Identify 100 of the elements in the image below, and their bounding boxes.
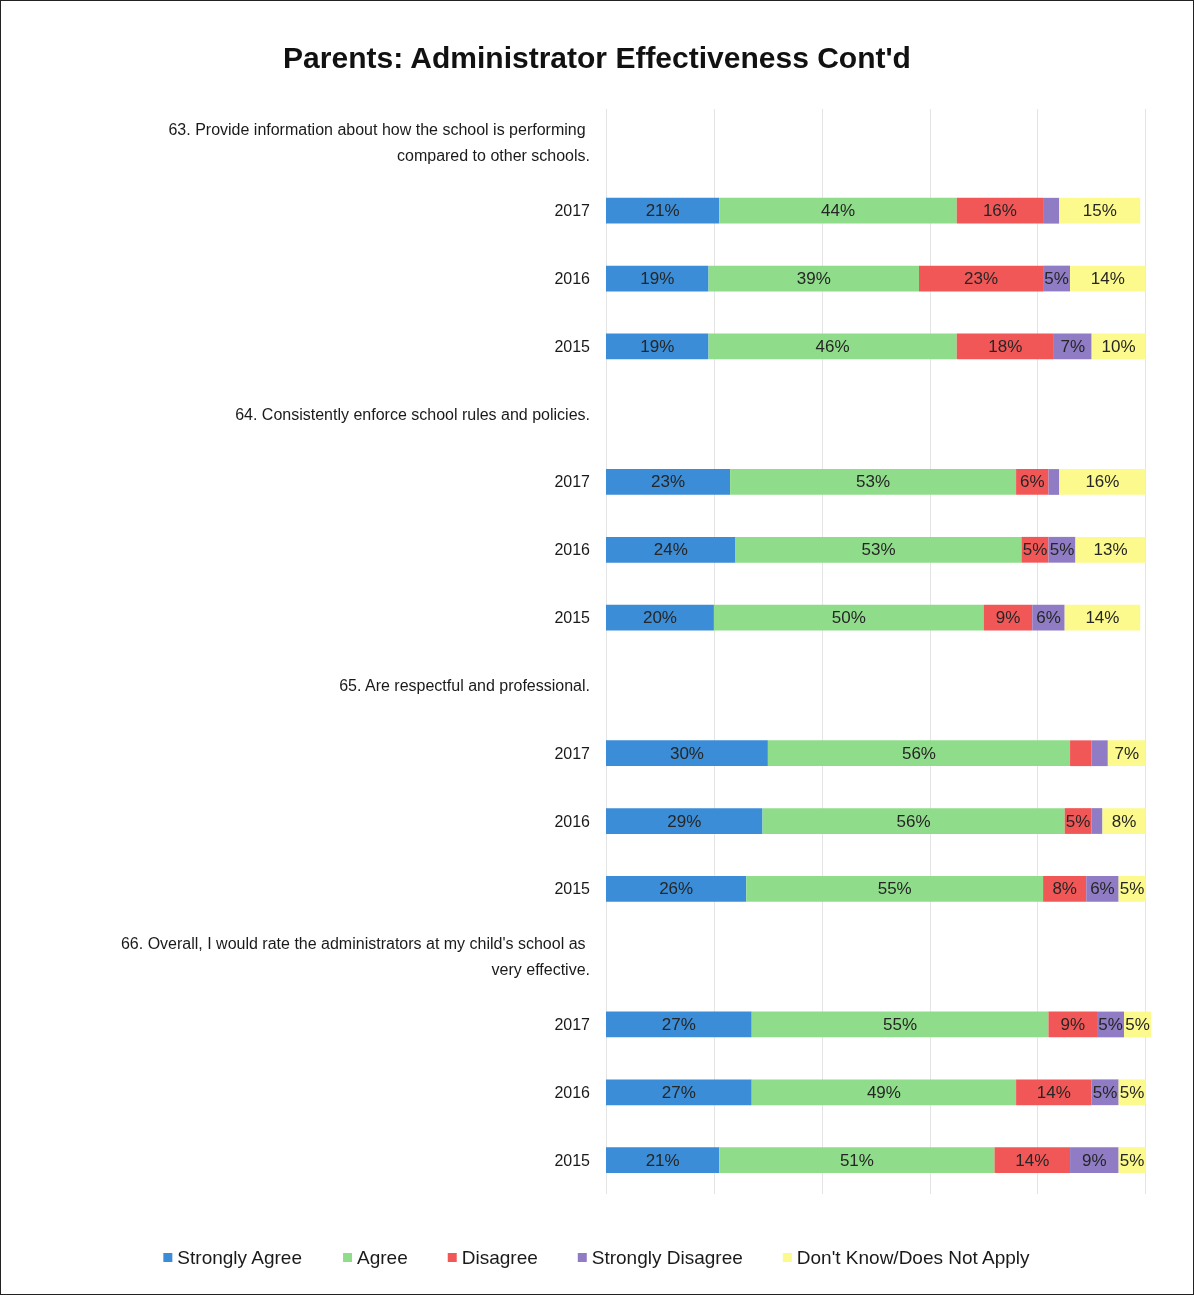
data-label: 39% — [796, 269, 831, 289]
data-label: 5% — [1119, 879, 1145, 899]
bar — [1070, 740, 1092, 767]
bar — [1048, 469, 1060, 495]
data-label: 7% — [1114, 743, 1140, 763]
y-tick-label: 2015 — [554, 609, 591, 627]
data-label: 19% — [640, 336, 675, 356]
bar — [1016, 1079, 1092, 1106]
data-label: 27% — [661, 1082, 696, 1102]
data-label: 9% — [1082, 1150, 1107, 1170]
chart-title: Parents: Administrator Effectiveness Cont'd — [283, 40, 911, 74]
data-label: 16% — [1085, 472, 1120, 492]
y-tick-label: 2017 — [554, 202, 591, 220]
bar — [606, 740, 768, 767]
data-label: 23% — [651, 472, 686, 492]
data-label: 14% — [1015, 1150, 1050, 1170]
bar — [708, 333, 957, 360]
bar — [1091, 740, 1108, 767]
bar — [719, 1147, 995, 1173]
bar — [1043, 197, 1060, 224]
bar — [767, 740, 1071, 767]
data-label: 5% — [1092, 1082, 1118, 1102]
bar — [1059, 469, 1146, 495]
legend-label: Don't Know/Does Not Apply — [796, 1247, 1031, 1268]
data-label: 5% — [1125, 1014, 1150, 1034]
bar — [606, 1079, 752, 1106]
data-label: 27% — [661, 1014, 696, 1034]
legend-label: Disagree — [461, 1247, 538, 1268]
bar — [606, 333, 709, 360]
data-label: 19% — [640, 269, 675, 289]
data-label: 10% — [1101, 336, 1136, 356]
data-label: 55% — [877, 879, 912, 899]
data-label: 6% — [1020, 472, 1045, 492]
bar — [956, 197, 1044, 224]
data-label: 14% — [1090, 269, 1125, 289]
data-label: 51% — [839, 1150, 874, 1170]
data-label: 21% — [645, 201, 680, 221]
bar — [606, 469, 731, 495]
bar — [1059, 197, 1141, 224]
bar — [1091, 808, 1103, 834]
bar — [918, 265, 1044, 292]
data-label: 5% — [1098, 1014, 1123, 1034]
y-tick-label: 2017 — [554, 473, 591, 491]
bar — [708, 265, 919, 292]
y-tick-label: 64. Consistently enforce school rules and policies. — [235, 405, 590, 423]
data-label: 13% — [1093, 540, 1128, 560]
bar — [606, 875, 747, 902]
y-tick-label: 2015 — [554, 880, 591, 898]
bar — [713, 604, 984, 631]
data-label: 44% — [821, 201, 856, 221]
data-label: 30% — [669, 743, 704, 763]
y-tick-label: 2017 — [554, 1015, 591, 1033]
data-label: 18% — [988, 336, 1023, 356]
data-label: 21% — [645, 1150, 680, 1170]
data-label: 56% — [896, 811, 931, 831]
bar — [735, 536, 1022, 563]
y-tick-label: 2016 — [554, 1083, 591, 1101]
y-tick-label: 2016 — [554, 812, 591, 830]
y-tick-label: 2016 — [554, 270, 591, 288]
bar — [606, 536, 736, 563]
data-label: 7% — [1060, 336, 1086, 356]
data-label: 9% — [995, 608, 1021, 628]
data-label: 16% — [982, 201, 1017, 221]
data-label: 26% — [659, 879, 694, 899]
data-label: 23% — [964, 269, 999, 289]
bar — [730, 469, 1017, 495]
bar — [746, 875, 1044, 902]
data-label: 55% — [883, 1014, 918, 1034]
y-tick-label: 66. Overall, I would rate the administrators at my child's school as very effective. — [120, 935, 590, 979]
bar — [606, 1011, 752, 1038]
data-label: 49% — [866, 1082, 901, 1102]
data-label: 53% — [856, 472, 891, 492]
bar — [751, 1011, 1049, 1038]
data-label: 5% — [1119, 1150, 1145, 1170]
bar — [606, 808, 763, 834]
data-label: 5% — [1022, 540, 1048, 560]
y-tick-label: 2015 — [554, 337, 591, 355]
data-label: 56% — [901, 743, 936, 763]
bar — [719, 197, 957, 224]
data-label: 29% — [667, 811, 702, 831]
data-label: 50% — [831, 608, 866, 628]
y-tick-label: 2017 — [554, 744, 591, 762]
data-label: 6% — [1090, 879, 1115, 899]
data-label: 14% — [1036, 1082, 1071, 1102]
bar — [606, 1147, 720, 1173]
data-label: 24% — [653, 540, 688, 560]
legend-label: Agree — [357, 1247, 408, 1268]
data-label: 9% — [1060, 1014, 1086, 1034]
y-tick-label: 63. Provide information about how the school is performing compared to other schools. — [168, 121, 590, 165]
y-tick-label: 65. Are respectful and professional. — [339, 676, 590, 694]
data-label: 8% — [1052, 879, 1077, 899]
y-tick-label: 2015 — [554, 1151, 591, 1169]
data-label: 14% — [1085, 608, 1120, 628]
bar — [751, 1079, 1017, 1106]
data-label: 5% — [1065, 811, 1091, 831]
bar — [762, 808, 1065, 834]
data-label: 20% — [642, 608, 677, 628]
data-label: 53% — [861, 540, 896, 560]
data-label: 46% — [815, 336, 850, 356]
bar — [606, 197, 720, 224]
